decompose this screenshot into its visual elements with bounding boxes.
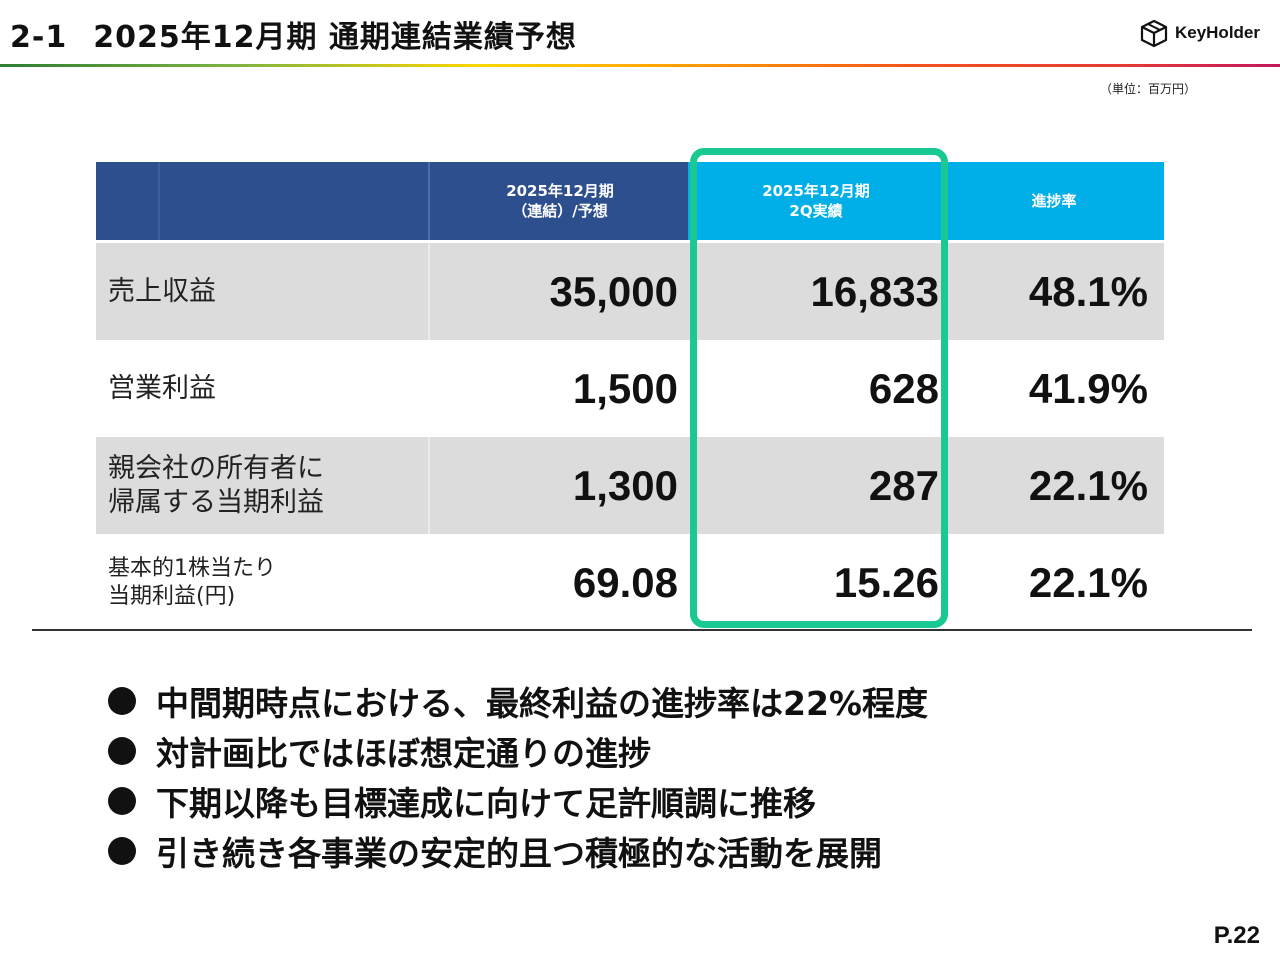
row-label: 営業利益 [108, 372, 216, 404]
actual-value: 628 [868, 364, 939, 412]
header-cell-blank-1 [96, 162, 158, 240]
company-logo: KeyHolder [1139, 18, 1260, 48]
page-number: P.22 [1213, 922, 1260, 949]
progress-value: 41.9% [1028, 364, 1148, 412]
header-cell-actual: 2025年12月期 2Q実績 [688, 162, 944, 240]
row-label: 売上収益 [108, 275, 216, 307]
list-item: 引き続き各事業の安定的且つ積極的な活動を展開 [108, 826, 928, 876]
actual-value: 16,833 [810, 267, 939, 315]
list-item: 中間期時点における、最終利益の進捗率は22%程度 [108, 676, 928, 726]
bullet-dot-icon [108, 737, 136, 765]
forecast-value: 1,500 [572, 364, 678, 412]
title-underline [0, 64, 1280, 67]
row-label: 基本的1株当たり 当期利益(円) [108, 555, 276, 609]
forecast-value: 35,000 [549, 267, 678, 315]
logo-text: KeyHolder [1174, 23, 1260, 42]
table-row: 親会社の所有者に 帰属する当期利益 1,300 287 22.1% [96, 437, 1164, 534]
progress-value: 48.1% [1028, 267, 1148, 315]
summary-bullets: 中間期時点における、最終利益の進捗率は22%程度 対計画比ではほぼ想定通りの進捗… [108, 676, 928, 876]
actual-value: 15.26 [833, 558, 939, 606]
bullet-dot-icon [108, 687, 136, 715]
unit-note: （単位：百万円） [1099, 82, 1196, 96]
row-label: 親会社の所有者に 帰属する当期利益 [108, 452, 324, 518]
table-row: 基本的1株当たり 当期利益(円) 69.08 15.26 22.1% [96, 534, 1164, 631]
table-bottom-rule [32, 629, 1252, 631]
title-bar: 2-1 2025年12月期 通期連結業績予想 KeyHolder [0, 0, 1280, 68]
forecast-value: 69.08 [572, 558, 678, 606]
header-cell-forecast: 2025年12月期 （連結）/予想 [428, 162, 690, 240]
header-forecast-line2: （連結）/予想 [512, 202, 608, 220]
section-number: 2-1 [10, 20, 68, 55]
actual-value: 287 [868, 461, 939, 509]
progress-value: 22.1% [1028, 558, 1148, 606]
forecast-value: 1,300 [572, 461, 678, 509]
header-actual-line2: 2Q実績 [789, 202, 843, 220]
bullet-dot-icon [108, 837, 136, 865]
table-row: 売上収益 35,000 16,833 48.1% [96, 243, 1164, 340]
list-item: 下期以降も目標達成に向けて足許順調に推移 [108, 776, 928, 826]
header-actual-line1: 2025年12月期 [762, 182, 870, 200]
page-title: 2-1 2025年12月期 通期連結業績予想 [10, 12, 577, 56]
progress-value: 22.1% [1028, 461, 1148, 509]
header-cell-blank-2 [158, 162, 430, 240]
table-row: 営業利益 1,500 628 41.9% [96, 340, 1164, 437]
bullet-dot-icon [108, 787, 136, 815]
header-cell-progress: 進捗率 [944, 162, 1164, 240]
title-text: 2025年12月期 通期連結業績予想 [93, 20, 577, 55]
cube-icon [1140, 19, 1168, 48]
list-item: 対計画比ではほぼ想定通りの進捗 [108, 726, 928, 776]
header-forecast-line1: 2025年12月期 [506, 182, 614, 200]
